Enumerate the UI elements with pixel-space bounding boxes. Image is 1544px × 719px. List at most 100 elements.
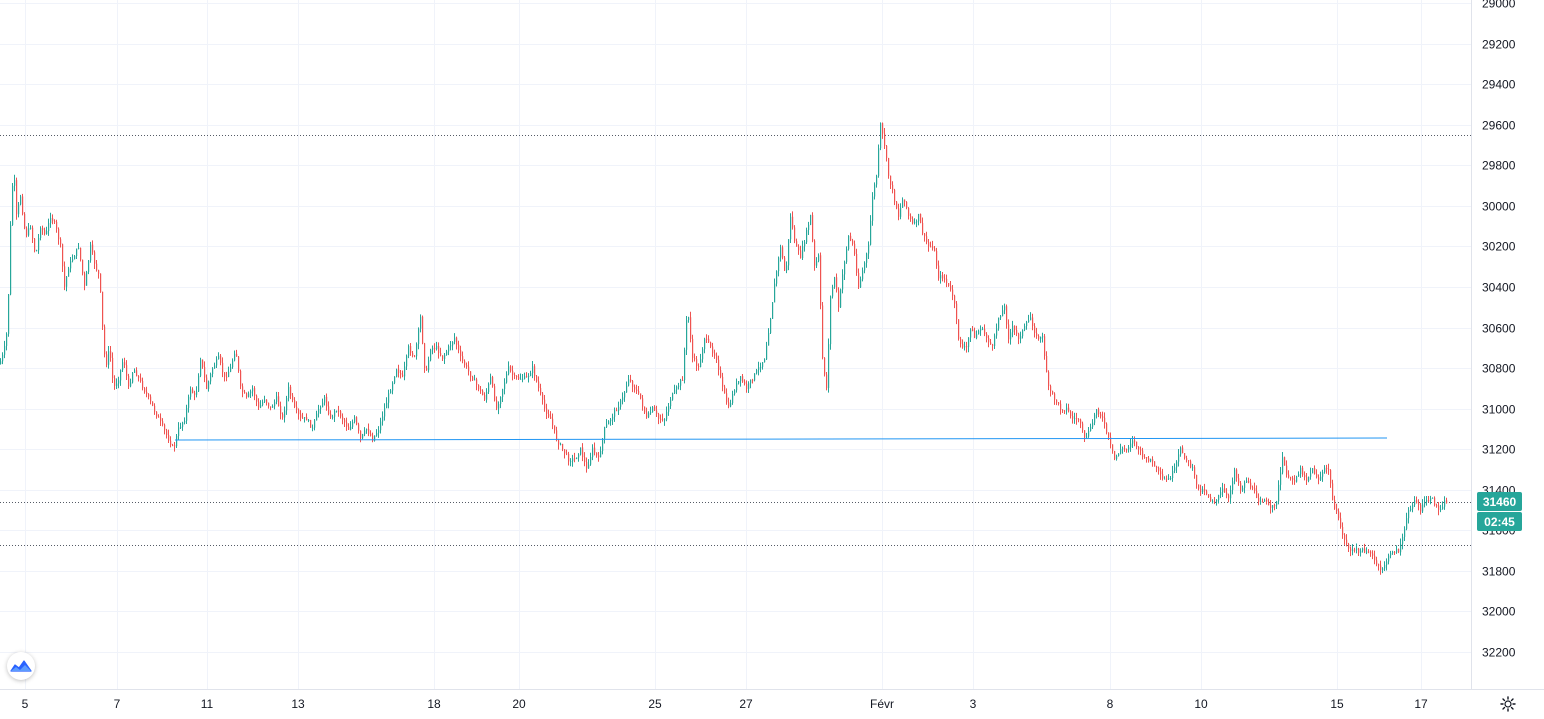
candle [2, 352, 4, 365]
candle [124, 357, 126, 368]
candle [572, 454, 574, 467]
candle [1244, 480, 1246, 494]
candle [338, 405, 340, 417]
candle [616, 407, 618, 412]
candle [1378, 563, 1380, 571]
candle [1030, 312, 1032, 321]
candle [368, 423, 370, 437]
candle [1170, 476, 1172, 481]
candle [680, 378, 682, 391]
trend-lines[interactable] [174, 437, 1388, 441]
candle [1442, 501, 1444, 510]
candle [58, 227, 60, 245]
candle [874, 182, 876, 200]
support-trend-line[interactable] [174, 437, 1388, 441]
candle [66, 275, 68, 292]
candle [1126, 448, 1128, 453]
time-tick-label: Févr [870, 697, 894, 711]
candle [1078, 418, 1080, 423]
candle [906, 201, 908, 210]
candle [1260, 496, 1262, 505]
time-tick-label: 10 [1194, 697, 1208, 711]
candle [456, 336, 458, 350]
candle [14, 174, 16, 192]
candle [394, 376, 396, 385]
tradingview-logo-icon[interactable] [7, 652, 35, 680]
candle [218, 352, 220, 360]
candle [1394, 551, 1396, 555]
price-tick-label: 29200 [1482, 38, 1516, 52]
candle [740, 375, 742, 387]
price-axis[interactable]: 29000 29200 29400 29600 29800 30000 30200 30400… [1482, 0, 1516, 660]
candle [440, 347, 442, 357]
candle [632, 379, 634, 393]
candle [1054, 392, 1056, 405]
candle [1178, 448, 1180, 467]
time-tick-label: 5 [22, 697, 29, 711]
candle [640, 393, 642, 400]
candle [1396, 545, 1398, 554]
candle [198, 373, 200, 392]
candle [264, 395, 266, 403]
candle [1182, 445, 1184, 454]
candle [1094, 412, 1096, 426]
candle [90, 241, 92, 263]
candle [1338, 508, 1340, 521]
candle [1440, 504, 1442, 513]
candle [862, 267, 864, 282]
candle [516, 375, 518, 380]
candle [762, 362, 764, 370]
candle [1328, 463, 1330, 475]
candle [248, 391, 250, 398]
candle [752, 378, 754, 384]
candle [402, 370, 404, 378]
candle [174, 441, 176, 452]
candle [412, 350, 414, 358]
candle [202, 359, 204, 369]
candle [1258, 493, 1260, 506]
candle [1002, 305, 1004, 317]
candle [1026, 320, 1028, 330]
logo-wave-icon [10, 660, 32, 672]
candle [70, 257, 72, 273]
candle [714, 349, 716, 359]
candle [612, 413, 614, 426]
candle [1342, 522, 1344, 539]
price-tick-label: 31000 [1482, 403, 1516, 417]
candle [1140, 446, 1142, 456]
candle [94, 250, 96, 269]
candle [1384, 561, 1386, 571]
gear-icon[interactable] [1498, 694, 1518, 714]
candle [1372, 550, 1374, 560]
candle [1354, 547, 1356, 553]
candle [1192, 463, 1194, 471]
candle [1176, 460, 1178, 473]
candle [486, 388, 488, 403]
candle [726, 388, 728, 405]
time-tick-label: 27 [739, 697, 753, 711]
candle [760, 362, 762, 373]
candle [748, 381, 750, 394]
candle [834, 276, 836, 289]
candle [662, 413, 664, 422]
candle [670, 396, 672, 410]
candle [150, 394, 152, 405]
candle [738, 381, 740, 385]
candle [1294, 475, 1296, 485]
candle [1034, 323, 1036, 338]
candle [224, 372, 226, 382]
time-axis[interactable]: 5 7 11 13 18 20 25 27 Févr 3 8 10 15 17 [22, 697, 1428, 711]
candle [188, 394, 190, 413]
candle [1404, 526, 1406, 542]
candle [644, 406, 646, 414]
candle [222, 357, 224, 378]
candle [468, 361, 470, 376]
candle [1204, 483, 1206, 496]
candle [650, 406, 652, 415]
candle [694, 353, 696, 362]
candle [262, 399, 264, 407]
candle [336, 410, 338, 413]
candle [860, 276, 862, 288]
candle [850, 232, 852, 242]
